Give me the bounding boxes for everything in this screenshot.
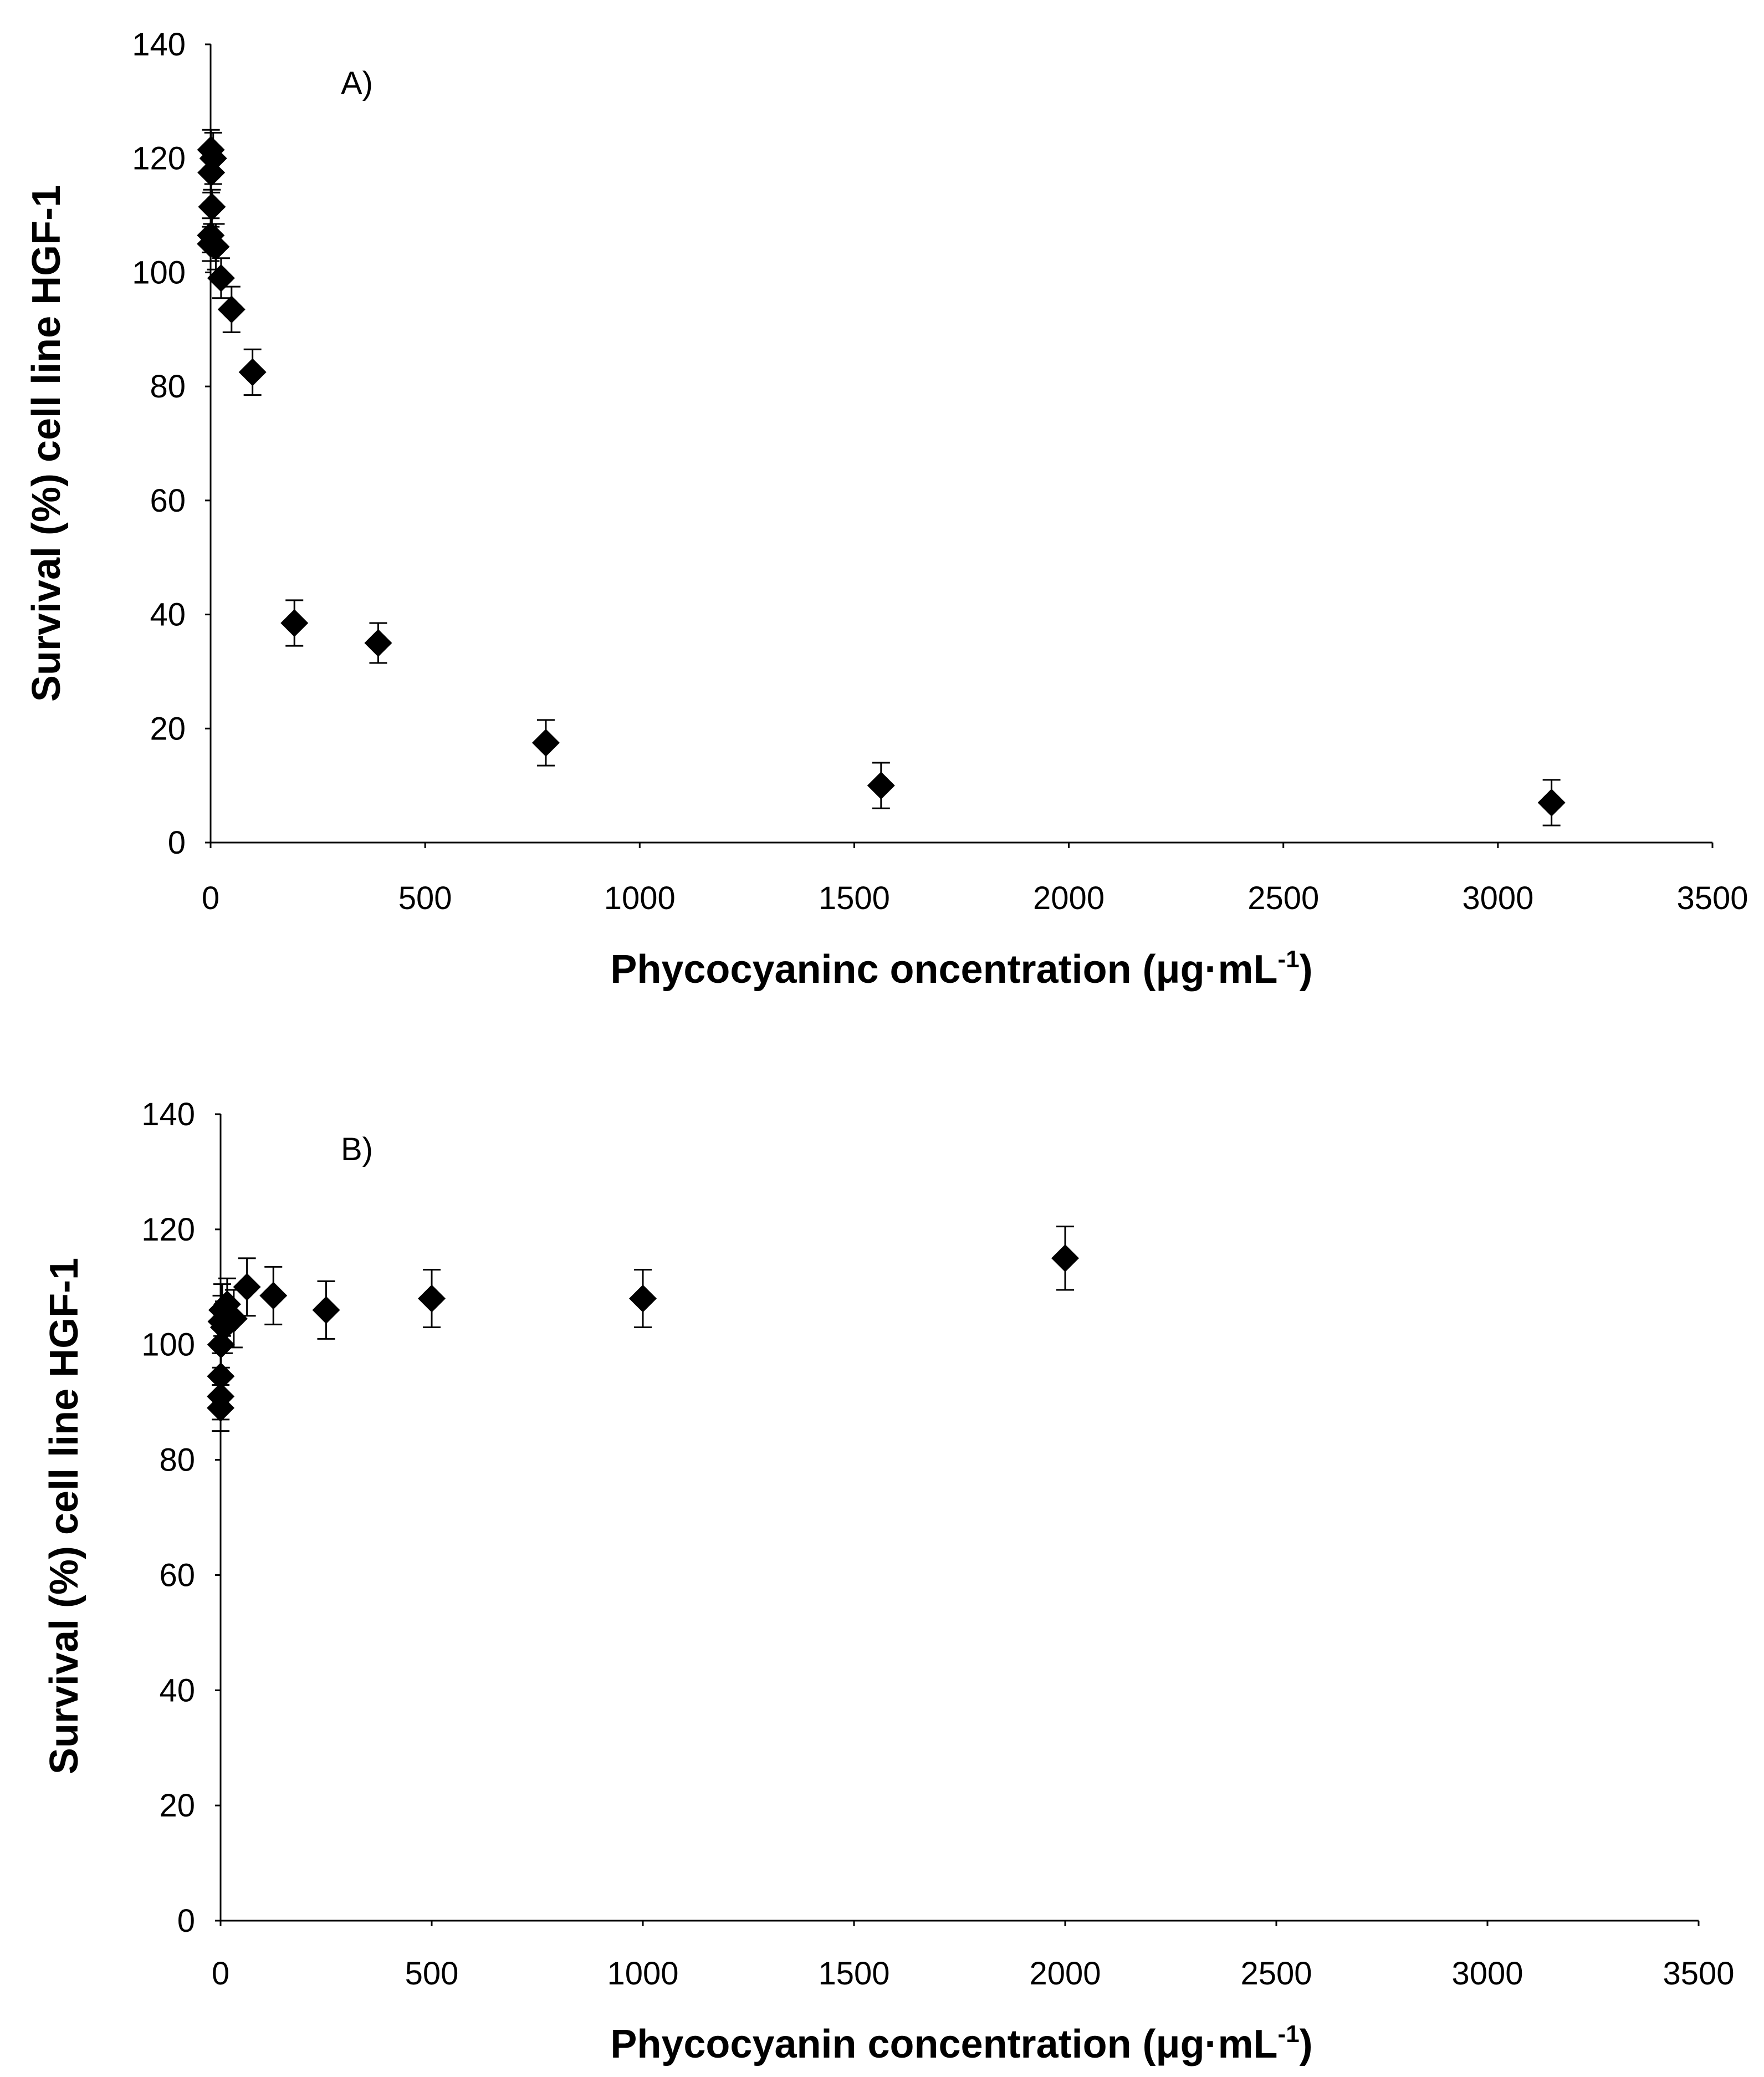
panel-a-x-tick-label: 500 [398,880,452,916]
panel-a-x-axis-title-main: Phycocyaninc oncentration (μg·mL [610,947,1277,992]
panel-b-data-point [233,1257,261,1317]
panel-b-data-point [259,1265,288,1325]
panel-b-data-point [629,1269,657,1329]
panel-b-x-axis-title-close: ) [1300,2022,1313,2066]
panel-a-x-tick-label: 0 [202,880,219,916]
panel-a-y-tick-label: 60 [150,483,186,519]
panel-b-y-tick-label: 140 [141,1096,195,1132]
panel-a-x-tick-label: 2500 [1247,880,1319,916]
panel-b-diamond-marker [418,1284,446,1313]
panel-a-data-points [197,129,1566,826]
panel-b: 0 20 40 60 80 100 120 140 0 500 1000 1500 2000 2500 3… [42,1096,1735,2066]
panel-a-diamond-marker [198,193,226,221]
panel-b-y-tick-label: 20 [159,1788,195,1824]
panel-a-y-axis-title: Survival (%) cell line HGF-1 [24,185,69,702]
panel-a-diamond-marker [238,358,267,386]
panel-a-diamond-marker [202,233,230,261]
panel-b-data-points [207,1226,1079,1432]
panel-b-diamond-marker [259,1282,288,1310]
panel-a-y-tick-label: 0 [168,825,186,861]
panel-a-y-tick-label: 80 [150,369,186,405]
panel-b-y-tick-label: 120 [141,1212,195,1248]
panel-a-x-tick-label: 3500 [1676,880,1748,916]
panel-a-diamond-marker [207,264,235,292]
panel-a-data-point [199,131,227,185]
panel-a-x-tick-label: 1500 [819,880,890,916]
panel-a-x-axis-title: Phycocyaninc oncentration (μg·mL-1) [610,946,1312,992]
panel-a-diamond-marker [364,629,392,657]
panel-b-x-tick-label: 3500 [1663,1956,1734,1992]
panel-b-x-axis-title: Phycocyanin concentration (μg·mL-1) [610,2020,1312,2066]
panel-a-x-tick-label: 1000 [604,880,676,916]
panel-a-x-axis-title-sup: -1 [1278,946,1300,973]
panel-a-data-point [238,348,267,396]
panel-a-y-tick-label: 120 [132,141,186,177]
panel-b-y-tick-label: 60 [159,1557,195,1593]
panel-a-diamond-marker [531,729,560,757]
panel-b-x-tick-label: 2000 [1029,1956,1101,1992]
panel-b-diamond-marker [207,1362,235,1390]
panel-a-x-ticks: 0 500 1000 1500 2000 2500 3000 3500 [202,843,1748,916]
panel-a-data-point [207,257,235,299]
panel-a: 0 20 40 60 80 100 120 140 0 500 1000 1500 2000 2500 3… [24,27,1748,992]
panel-b-data-point [312,1280,340,1340]
panel-b-diamond-marker [233,1273,261,1301]
panel-b-x-axis-title-sup: -1 [1278,2020,1300,2048]
panel-a-data-point [280,599,309,647]
panel-a-data-point [867,762,895,809]
panel-a-diamond-marker [199,144,227,172]
panel-a-x-tick-label: 2000 [1033,880,1105,916]
panel-b-y-ticks: 0 20 40 60 80 100 120 140 [141,1096,221,1939]
panel-b-data-point [1051,1226,1079,1291]
panel-b-y-axis-title: Survival (%) cell line HGF-1 [42,1258,86,1774]
panel-b-diamond-marker [1051,1244,1079,1272]
panel-a-y-ticks: 0 20 40 60 80 100 120 140 [132,27,211,861]
panel-a-x-tick-label: 3000 [1462,880,1533,916]
panel-b-x-axis-title-main: Phycocyanin concentration (μg·mL [610,2022,1277,2066]
panel-b-y-tick-label: 80 [159,1442,195,1478]
panel-a-data-point [202,223,230,271]
panel-b-x-tick-label: 1000 [607,1956,678,1992]
panel-a-y-tick-label: 140 [132,27,186,63]
panel-a-diamond-marker [1537,789,1566,816]
panel-b-x-tick-label: 2500 [1240,1956,1312,1992]
panel-a-diamond-marker [280,609,309,637]
panel-a-y-tick-label: 100 [132,254,186,290]
panel-b-data-point [418,1269,446,1329]
panel-b-x-ticks: 0 500 1000 1500 2000 2500 3000 3500 [212,1921,1735,1992]
panel-a-x-axis-title-close: ) [1300,947,1313,992]
panel-a-data-point [531,719,560,767]
panel-a-diamond-marker [867,772,895,800]
panel-b-diamond-marker [219,1304,248,1333]
panel-b-y-tick-label: 0 [177,1903,195,1939]
panel-a-y-tick-label: 20 [150,711,186,747]
panel-b-x-tick-label: 0 [212,1956,229,1992]
panel-b-x-tick-label: 3000 [1451,1956,1523,1992]
panel-a-label: A) [341,65,373,101]
panel-b-y-tick-label: 100 [141,1327,195,1363]
panel-a-data-point [217,285,246,333]
panel-b-x-tick-label: 1500 [818,1956,889,1992]
panel-a-data-point [1537,779,1566,826]
panel-b-x-tick-label: 500 [405,1956,459,1992]
panel-b-label: B) [341,1131,373,1167]
panel-b-diamond-marker [629,1284,657,1313]
panel-a-diamond-marker [217,295,246,324]
panel-b-y-tick-label: 40 [159,1672,195,1708]
panel-b-diamond-marker [312,1296,340,1324]
panel-a-y-tick-label: 40 [150,597,186,633]
panel-a-data-point [364,622,392,664]
